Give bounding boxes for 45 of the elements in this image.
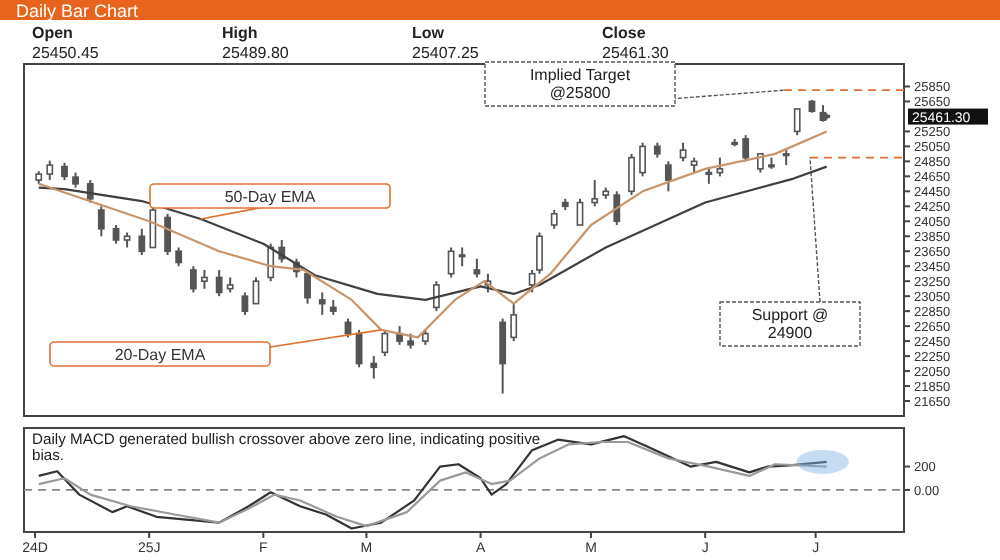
candlestick bbox=[613, 190, 621, 227]
candlestick bbox=[112, 224, 120, 245]
candlestick bbox=[381, 328, 389, 358]
text: 25461.30 bbox=[602, 44, 670, 62]
candlestick bbox=[473, 257, 481, 279]
text: 25450.45 bbox=[32, 44, 100, 62]
candlestick bbox=[370, 355, 378, 380]
candlestick bbox=[664, 160, 672, 193]
text: Close bbox=[602, 24, 647, 42]
text: 20-Day EMA bbox=[114, 346, 207, 364]
candlestick bbox=[628, 152, 635, 197]
candlestick bbox=[46, 159, 54, 182]
ref-line-label: Support @ 24900 bbox=[751, 306, 829, 342]
candlestick bbox=[793, 107, 801, 137]
candlestick bbox=[499, 317, 507, 395]
candlestick bbox=[138, 227, 146, 256]
candlestick bbox=[458, 246, 466, 268]
text: 25489.80 bbox=[222, 44, 290, 62]
candlestick bbox=[591, 179, 599, 208]
candlestick bbox=[432, 280, 440, 313]
chart-title: Daily Bar Chart bbox=[16, 1, 140, 21]
line-series bbox=[37, 130, 828, 339]
series-label: 50-Day EMA bbox=[224, 188, 317, 206]
candlestick bbox=[86, 179, 94, 204]
text: High bbox=[222, 24, 258, 42]
candlestick bbox=[201, 268, 208, 290]
candlestick bbox=[510, 302, 518, 343]
candlestick bbox=[189, 265, 197, 294]
text: Open bbox=[32, 24, 74, 42]
candlestick bbox=[716, 156, 724, 178]
candlestick bbox=[447, 246, 455, 279]
text: 25407.25 bbox=[412, 44, 480, 62]
candlestick bbox=[318, 291, 326, 316]
candlestick bbox=[241, 291, 249, 316]
candlestick bbox=[215, 268, 223, 298]
candlestick bbox=[639, 141, 646, 178]
candlestick bbox=[550, 209, 558, 230]
ref-line-label: Implied Target @25800 bbox=[529, 66, 632, 102]
candlestick bbox=[175, 246, 183, 268]
candlestick bbox=[679, 141, 687, 163]
candlestick bbox=[97, 205, 105, 238]
line-series bbox=[37, 165, 828, 302]
candlestick bbox=[742, 134, 750, 163]
candlestick bbox=[164, 212, 171, 256]
text: Low bbox=[412, 24, 446, 42]
